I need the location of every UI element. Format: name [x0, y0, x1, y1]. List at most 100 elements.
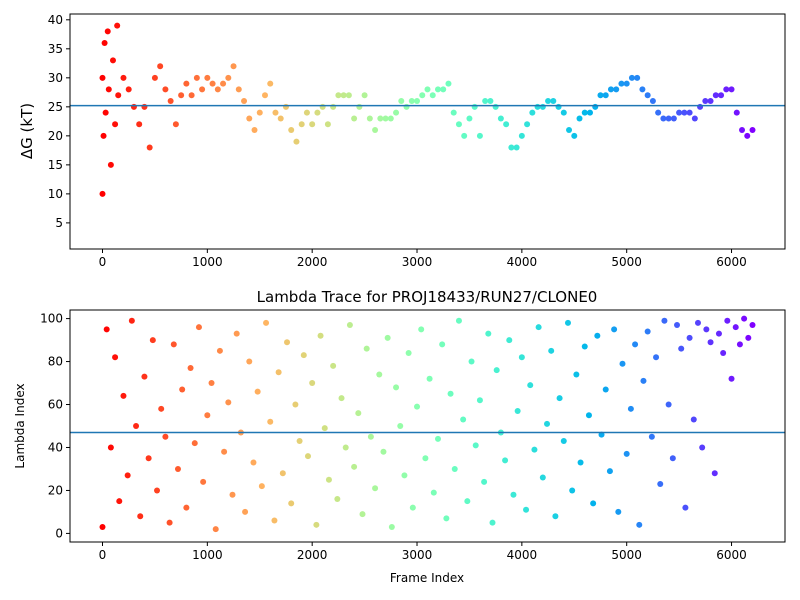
y-tick-label: 40: [48, 440, 63, 454]
point: [736, 341, 743, 348]
point: [648, 433, 655, 440]
point: [723, 86, 730, 93]
point: [699, 444, 706, 451]
point: [556, 395, 563, 402]
point: [242, 508, 249, 515]
point: [271, 517, 278, 524]
point: [506, 337, 513, 344]
point: [440, 86, 447, 93]
point: [682, 504, 689, 511]
point: [191, 440, 198, 447]
point: [644, 328, 651, 335]
point: [372, 127, 379, 134]
point: [102, 109, 109, 116]
point: [732, 324, 739, 331]
point: [250, 459, 257, 466]
point: [382, 115, 389, 122]
point: [669, 455, 676, 462]
point: [288, 500, 295, 507]
point: [363, 345, 370, 352]
point: [712, 92, 719, 99]
point: [309, 380, 316, 387]
point: [468, 358, 475, 365]
point: [678, 345, 685, 352]
point: [566, 127, 573, 134]
point: [691, 115, 698, 122]
point: [434, 435, 441, 442]
point: [193, 74, 200, 81]
point: [272, 109, 279, 116]
point: [632, 341, 639, 348]
point: [523, 506, 530, 513]
point: [502, 457, 509, 464]
point: [380, 448, 387, 455]
point: [686, 109, 693, 116]
point: [208, 380, 215, 387]
x-tick-label: 2000: [297, 548, 328, 562]
point: [377, 115, 384, 122]
point: [162, 86, 169, 93]
point: [145, 455, 152, 462]
point: [355, 410, 362, 417]
axes-frame: [69, 309, 786, 543]
point: [387, 115, 394, 122]
point: [109, 57, 116, 64]
y-tick-label: 80: [48, 355, 63, 369]
y-tick-label: 30: [48, 71, 63, 85]
point: [489, 519, 496, 526]
point: [324, 121, 331, 128]
point: [204, 74, 211, 81]
point: [204, 412, 211, 419]
point: [657, 481, 664, 487]
point: [300, 352, 307, 359]
point: [739, 127, 746, 134]
point: [235, 86, 242, 93]
point: [141, 103, 148, 110]
point: [128, 317, 135, 324]
point: [508, 144, 515, 151]
x-axis-label: Frame Index: [390, 571, 464, 585]
point: [263, 319, 270, 326]
y-tick-label: 100: [40, 312, 63, 326]
point: [514, 407, 521, 414]
point: [330, 362, 337, 369]
y-tick-label: 35: [48, 42, 63, 56]
y-tick-label: 40: [48, 13, 63, 27]
point: [606, 468, 613, 475]
point: [644, 92, 651, 99]
point: [125, 86, 132, 93]
point: [99, 74, 106, 81]
point: [101, 40, 108, 47]
point: [455, 317, 462, 324]
x-tick-label: 4000: [507, 255, 538, 269]
y-axis-label: ΔG (kT): [18, 103, 36, 159]
point: [718, 92, 725, 99]
point: [487, 98, 494, 105]
point: [398, 98, 405, 105]
point: [115, 92, 122, 99]
point: [555, 103, 562, 110]
point: [151, 74, 158, 81]
point: [702, 98, 709, 105]
point: [105, 86, 112, 93]
point: [107, 161, 114, 168]
point: [422, 455, 429, 462]
point: [174, 465, 181, 472]
point: [640, 377, 647, 384]
point: [221, 448, 228, 455]
point: [288, 127, 295, 134]
point: [715, 330, 722, 337]
point: [183, 80, 190, 87]
point: [141, 373, 148, 380]
point: [619, 360, 626, 367]
point: [676, 109, 683, 116]
point: [443, 515, 450, 522]
point: [314, 109, 321, 116]
point: [587, 109, 593, 116]
point: [325, 476, 332, 483]
point: [319, 103, 326, 110]
point: [460, 416, 467, 423]
point: [233, 330, 240, 337]
point: [199, 86, 206, 93]
point: [178, 92, 185, 99]
